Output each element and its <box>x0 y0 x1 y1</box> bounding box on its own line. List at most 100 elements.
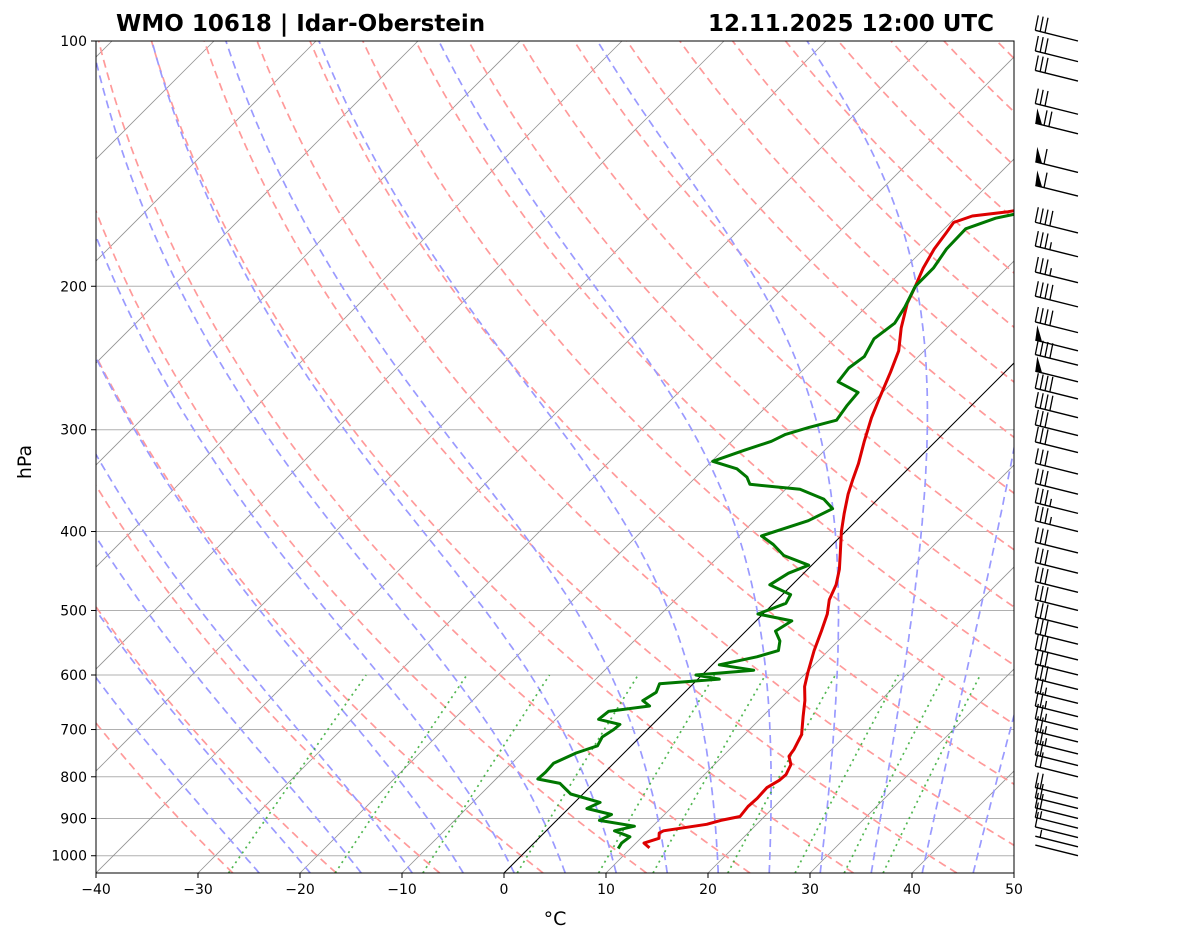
mixing-ratio-line <box>597 674 716 873</box>
wind-barb-staff <box>1035 122 1079 135</box>
wind-barb-full <box>1034 634 1039 650</box>
isotherm-line <box>605 464 1014 873</box>
wind-barb-full <box>1044 604 1049 620</box>
wind-barb <box>1034 677 1079 704</box>
wind-barb <box>1034 811 1079 839</box>
wind-barb <box>1034 281 1079 308</box>
isotherm-line <box>96 41 827 772</box>
wind-barb <box>1034 802 1079 829</box>
x-tick-label: −10 <box>387 882 417 898</box>
wind-barb-half <box>1049 498 1052 507</box>
wind-barb <box>1035 325 1079 352</box>
y-tick-label: 800 <box>60 770 87 786</box>
wind-barb <box>1034 690 1079 718</box>
x-tick-label: 40 <box>903 882 921 898</box>
moist-adiabat-line <box>151 41 618 873</box>
wind-barb-full <box>1039 258 1044 274</box>
dry-adiabat-line <box>573 41 1014 495</box>
wind-barb-staff <box>1035 648 1079 661</box>
wind-barb-staff <box>1035 271 1079 284</box>
isotherm-line <box>96 41 725 670</box>
wind-barb-full <box>1034 409 1039 426</box>
wind-barb-full <box>1044 309 1049 325</box>
wind-barb-staff <box>1035 102 1079 115</box>
wind-barb-full <box>1039 340 1044 356</box>
wind-barb-full <box>1039 783 1044 800</box>
wind-barb-staff <box>1035 807 1079 820</box>
wind-barb-full <box>1039 635 1044 651</box>
wind-barb-pennant <box>1035 356 1043 373</box>
wind-barb-full <box>1039 56 1044 72</box>
wind-barb-full <box>1044 450 1049 466</box>
mixing-ratio-line <box>652 674 767 873</box>
dry-adiabat-line <box>150 41 854 873</box>
wind-barb-staff <box>1035 705 1079 718</box>
wind-barb-full <box>1044 529 1049 545</box>
wind-barb-staff <box>1035 69 1079 82</box>
wind-barb-staff <box>1035 765 1079 778</box>
wind-barb-full <box>1043 110 1048 126</box>
wind-barb-full <box>1044 651 1049 667</box>
wind-barb-full <box>1044 666 1049 682</box>
wind-barb-full <box>1039 208 1044 224</box>
wind-barb-half <box>1044 687 1048 696</box>
wind-barb <box>1034 55 1079 82</box>
wind-barb-staff <box>1035 462 1079 475</box>
wind-barb-full <box>1049 376 1054 393</box>
wind-barb-full <box>1034 792 1039 808</box>
wind-barb-full <box>1034 55 1039 71</box>
wind-barb-full <box>1044 636 1049 652</box>
moist-adiabat-line <box>921 444 1014 873</box>
wind-barb-full <box>1044 209 1049 225</box>
dry-adiabat-line <box>943 41 1014 113</box>
wind-barb <box>1035 170 1079 197</box>
wind-barb <box>1034 772 1079 799</box>
wind-barb <box>1034 728 1079 755</box>
x-tick-label: 50 <box>1005 882 1023 898</box>
wind-barb-staff <box>1035 816 1079 829</box>
mixing-ratio-line <box>843 674 945 873</box>
wind-barb-full <box>1049 395 1054 411</box>
wind-barb-full <box>1034 739 1039 756</box>
y-tick-label: 900 <box>60 811 87 827</box>
moist-adiabat-line <box>596 41 840 873</box>
wind-barb-staff <box>1035 599 1079 612</box>
y-tick-label: 400 <box>60 525 87 541</box>
y-tick-label: 300 <box>60 423 87 439</box>
dry-adiabat-line <box>784 41 1014 275</box>
wind-barb-full <box>1044 508 1049 524</box>
wind-barb-staff <box>1035 754 1079 767</box>
wind-barb-full <box>1039 488 1044 505</box>
wind-barb-full <box>1044 490 1049 506</box>
wind-barb-full <box>1039 528 1044 544</box>
wind-barb-half <box>1039 811 1043 819</box>
dry-adiabat-line <box>679 41 1014 384</box>
wind-barb-full <box>1034 772 1039 788</box>
wind-barb <box>1034 256 1079 284</box>
dry-adiabat-line <box>626 41 1014 439</box>
wind-barb-half <box>1049 268 1052 276</box>
wind-barb-staff <box>1035 370 1079 383</box>
x-tick-label: 20 <box>699 882 717 898</box>
y-tick-label: 500 <box>60 603 87 619</box>
wind-barb-full <box>1039 374 1044 390</box>
wind-barb <box>1034 527 1079 554</box>
wind-barb-staff <box>1035 184 1079 197</box>
moist-adiabat-line <box>96 608 311 873</box>
isotherm-line <box>707 566 1014 873</box>
moist-adiabat-line <box>96 57 567 873</box>
wind-barb-full <box>1044 587 1049 603</box>
wind-barb <box>1034 649 1079 676</box>
wind-barb <box>1034 505 1079 533</box>
x-tick-label: −30 <box>183 882 213 898</box>
wind-barb-staff <box>1035 406 1079 419</box>
wind-barb-full <box>1034 751 1039 767</box>
dry-adiabat-line <box>203 41 958 873</box>
wind-barb <box>1034 230 1079 258</box>
wind-barb-staff <box>1035 353 1079 366</box>
isotherm-line <box>1013 872 1014 873</box>
wind-barb-full <box>1044 412 1049 428</box>
mixing-ratio-line <box>794 674 900 873</box>
moist-adiabat-line <box>318 41 720 873</box>
